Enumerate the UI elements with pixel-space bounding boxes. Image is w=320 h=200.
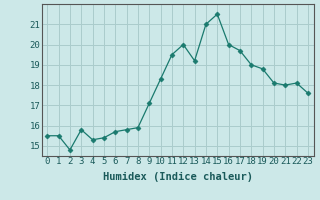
X-axis label: Humidex (Indice chaleur): Humidex (Indice chaleur) <box>103 172 252 182</box>
